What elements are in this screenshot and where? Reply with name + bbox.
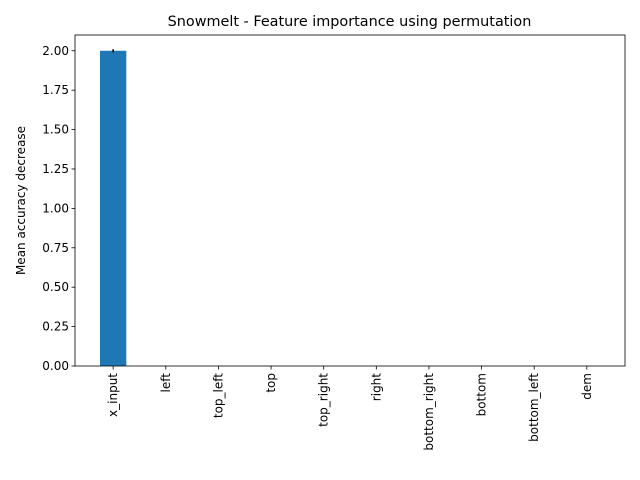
- bar-x_input: [100, 51, 126, 366]
- x-tick-label-bottom_right: bottom_right: [422, 373, 436, 451]
- x-tick-label-x_input: x_input: [106, 373, 120, 417]
- y-tick-label: 2.00: [42, 44, 69, 58]
- plot-area: 0.00 0.25 0.50 0.75 1.00 1.25 1.50 1.75 2.00 x_in…: [42, 35, 625, 451]
- x-tick-label-left: left: [159, 373, 173, 393]
- y-tick-label: 1.75: [42, 83, 69, 97]
- x-tick-label-bottom_left: bottom_left: [527, 373, 541, 442]
- x-tick-label-top: top: [264, 373, 278, 393]
- y-tick-label: 0.25: [42, 320, 69, 334]
- y-tick-label: 1.00: [42, 201, 69, 215]
- x-tick-label-top_left: top_left: [211, 373, 225, 418]
- y-tick-label: 0.00: [42, 359, 69, 373]
- x-tick-label-top_right: top_right: [317, 373, 331, 427]
- y-tick-label: 1.25: [42, 162, 69, 176]
- chart-title: Snowmelt - Feature importance using perm…: [168, 14, 532, 30]
- y-tick-label: 1.50: [42, 123, 69, 137]
- plot-frame: [75, 35, 625, 366]
- y-axis-label: Mean accuracy decrease: [14, 126, 28, 275]
- x-tick-label-right: right: [369, 373, 383, 401]
- x-tick-label-dem: dem: [580, 373, 594, 400]
- y-tick-label: 0.50: [42, 280, 69, 294]
- y-tick-label: 0.75: [42, 241, 69, 255]
- x-tick-label-bottom: bottom: [475, 373, 489, 416]
